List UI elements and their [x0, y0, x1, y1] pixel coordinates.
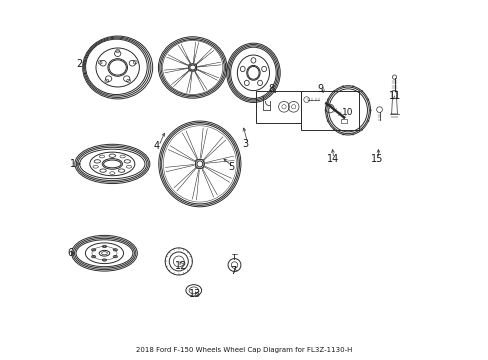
- Text: 5: 5: [228, 162, 234, 172]
- Text: 9: 9: [317, 84, 323, 94]
- Text: 3: 3: [242, 139, 248, 149]
- Text: 8: 8: [268, 84, 274, 94]
- Text: 10: 10: [342, 108, 353, 117]
- Bar: [340, 119, 346, 123]
- Text: 6: 6: [67, 248, 74, 258]
- Bar: [300, 91, 358, 130]
- Text: 13: 13: [189, 289, 201, 299]
- Text: 2018 Ford F-150 Wheels Wheel Cap Diagram for FL3Z-1130-H: 2018 Ford F-150 Wheels Wheel Cap Diagram…: [136, 347, 352, 353]
- Text: 11: 11: [388, 91, 401, 101]
- Text: 15: 15: [370, 154, 383, 163]
- Text: 7: 7: [230, 266, 236, 276]
- Text: 12: 12: [175, 261, 187, 271]
- Text: 1: 1: [69, 159, 76, 169]
- Text: 4: 4: [153, 141, 159, 151]
- Text: 2: 2: [77, 59, 82, 69]
- Text: 14: 14: [326, 154, 338, 163]
- Bar: [256, 91, 300, 123]
